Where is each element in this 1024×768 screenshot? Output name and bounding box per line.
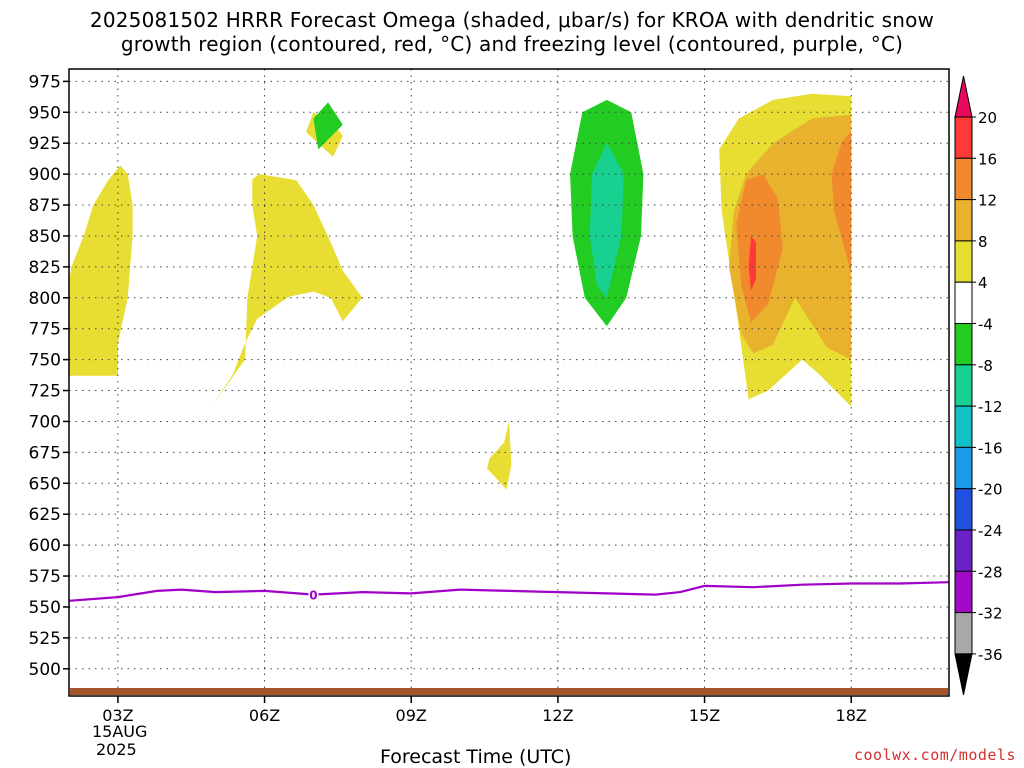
- y-tick-label-775: 775: [29, 320, 61, 340]
- colorbar-label-12: -32: [978, 605, 1003, 623]
- y-tick-label-650: 650: [29, 474, 61, 494]
- title-line-1: 2025081502 HRRR Forecast Omega (shaded, …: [89, 8, 935, 32]
- x-axis: 03Z 06Z 09Z 12Z 15Z 18Z: [102, 696, 867, 725]
- x-tick-label-15: 15Z: [689, 706, 720, 725]
- grid-lines: [69, 69, 949, 696]
- x-tick-label-3: 03Z: [102, 706, 133, 725]
- colorbar-box-6: [954, 323, 973, 366]
- freezing-level-contour: 0: [69, 581, 949, 603]
- freezing-label-bg: [308, 587, 319, 602]
- y-tick-label-900: 900: [29, 165, 61, 185]
- colorbar-box-10: [954, 488, 973, 531]
- colorbar-label-0: 20: [978, 109, 997, 127]
- omega-region-11: [589, 143, 624, 298]
- y-tick-label-625: 625: [29, 505, 61, 525]
- y-tick-label-525: 525: [29, 629, 61, 649]
- date-year-label: 2025: [96, 740, 137, 759]
- colorbar-label-6: -8: [978, 357, 993, 375]
- omega-region-6: [736, 174, 783, 323]
- omega-region-8: [748, 236, 756, 291]
- y-tick-label-600: 600: [29, 536, 61, 556]
- y-tick-label-750: 750: [29, 351, 61, 371]
- colorbar-box-9: [954, 446, 973, 490]
- x-axis-label: Forecast Time (UTC): [380, 746, 572, 768]
- credit-link[interactable]: coolwx.com/models: [853, 746, 1016, 764]
- chart-title: 2025081502 HRRR Forecast Omega (shaded, …: [0, 8, 1024, 56]
- y-axis: 500 525 550 575 600 625 650 675 700 725 750 775 800 8…: [29, 72, 69, 680]
- freezing-level-label: 0: [309, 589, 317, 603]
- colorbar-label-8: -16: [978, 439, 1003, 457]
- plot-frame: [68, 68, 950, 697]
- omega-region-0: [69, 165, 133, 376]
- ground-bar: [70, 688, 948, 695]
- colorbar-box-8: [954, 405, 973, 448]
- x-tick-label-12: 12Z: [542, 706, 573, 725]
- colorbar-box-13: [954, 612, 973, 655]
- y-tick-label-550: 550: [29, 598, 61, 618]
- y-tick-label-700: 700: [29, 412, 61, 432]
- colorbar-box-12: [954, 570, 973, 614]
- omega-region-1: [213, 174, 363, 405]
- y-tick-label-950: 950: [29, 103, 61, 123]
- colorbar-label-11: -28: [978, 563, 1003, 581]
- colorbar: 20 16 12 8 4 -4 -8 -12 -16 -20 -24 -28 -32 -36: [954, 75, 1003, 696]
- x-tick-label-6: 06Z: [249, 706, 280, 725]
- y-tick-label-725: 725: [29, 382, 61, 402]
- y-tick-label-875: 875: [29, 196, 61, 216]
- freezing-level-line: [69, 581, 949, 602]
- colorbar-box-1: [954, 116, 973, 159]
- colorbar-label-10: -24: [978, 522, 1003, 540]
- x-tick-label-9: 09Z: [396, 706, 427, 725]
- colorbar-label-2: 12: [978, 192, 997, 210]
- colorbar-label-3: 8: [978, 233, 988, 251]
- omega-region-3: [487, 421, 512, 490]
- y-tick-label-575: 575: [29, 567, 61, 587]
- colorbar-label-13: -36: [978, 646, 1003, 664]
- title-line-2: growth region (contoured, red, °C) and f…: [120, 32, 904, 56]
- y-tick-label-675: 675: [29, 443, 61, 463]
- colorbar-label-5: -4: [978, 316, 993, 334]
- colorbar-label-4: 4: [978, 274, 988, 292]
- y-tick-label-925: 925: [29, 134, 61, 154]
- y-tick-label-500: 500: [29, 660, 61, 680]
- omega-region-9: [313, 102, 343, 150]
- y-tick-label-825: 825: [29, 258, 61, 278]
- omega-region-7: [831, 130, 852, 274]
- y-tick-label-800: 800: [29, 289, 61, 309]
- colorbar-label-9: -20: [978, 481, 1003, 499]
- colorbar-label-1: 16: [978, 150, 997, 168]
- colorbar-box-3: [954, 199, 973, 242]
- colorbar-box-4: [954, 240, 973, 283]
- colorbar-box-11: [954, 529, 973, 572]
- colorbar-box-2: [954, 157, 973, 201]
- omega-shaded-regions: [69, 93, 852, 490]
- y-tick-label-850: 850: [29, 227, 61, 247]
- y-tick-label-975: 975: [29, 72, 61, 92]
- colorbar-bottom-arrow: [954, 653, 973, 696]
- x-tick-label-18: 18Z: [836, 706, 867, 725]
- colorbar-box-5: [954, 281, 973, 325]
- colorbar-top-arrow: [954, 75, 973, 118]
- colorbar-box-7: [954, 364, 973, 407]
- date-day-label: 15AUG: [92, 722, 148, 741]
- colorbar-label-7: -12: [978, 398, 1003, 416]
